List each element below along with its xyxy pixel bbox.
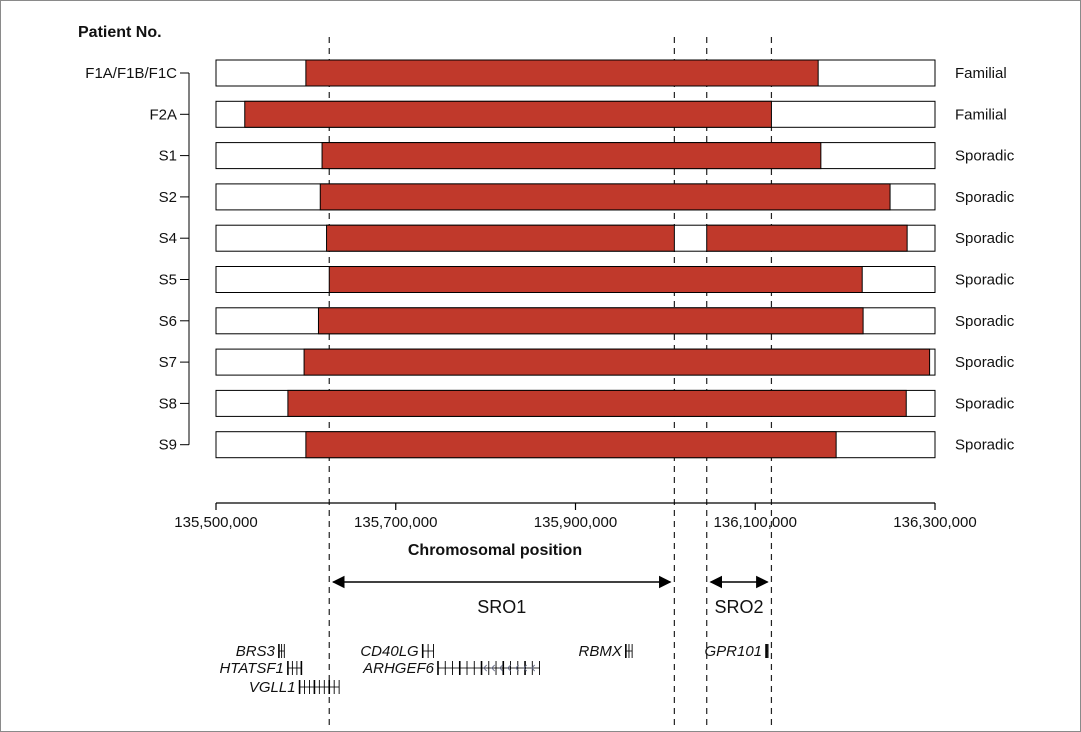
duplication-segment (305, 59, 819, 87)
patient-label: S7 (159, 354, 177, 371)
duplication-segment (305, 431, 837, 459)
duplication-segment (326, 224, 675, 252)
patient-label: F1A/F1B/F1C (85, 65, 177, 82)
patient-row: S4 Sporadic (159, 224, 1015, 252)
gene-label: RBMX (578, 643, 622, 660)
patient-label: S2 (159, 189, 177, 206)
patient-rows: F1A/F1B/F1C Familial F2A Familial S1 Sporadic… (85, 59, 1015, 459)
x-axis-title: Chromosomal position (408, 542, 582, 559)
gene-label: HTATSF1 (219, 660, 283, 677)
sro-label: SRO2 (715, 597, 764, 617)
x-tick-label: 136,300,000 (893, 514, 976, 531)
gene-label: VGLL1 (249, 679, 296, 696)
patient-row: S7 Sporadic (159, 348, 1015, 376)
patient-row: F2A Familial (149, 100, 1007, 128)
gene-label: BRS3 (236, 643, 276, 660)
duplication-segment (328, 266, 863, 293)
patient-row: F1A/F1B/F1C Familial (85, 59, 1007, 87)
sro-boundary-lines (328, 37, 773, 728)
strand-arrow (499, 664, 504, 672)
gene-label: ARHGEF6 (362, 660, 435, 677)
gene: RBMX (578, 643, 633, 660)
inheritance-label: Sporadic (955, 148, 1015, 165)
patient-label: S6 (159, 313, 177, 330)
inheritance-label: Sporadic (955, 230, 1015, 247)
patient-label: S8 (159, 395, 177, 412)
sro-annotations: SRO1 SRO2 (331, 575, 769, 617)
patient-row: S8 Sporadic (159, 389, 1015, 417)
inheritance-label: Sporadic (955, 354, 1015, 371)
strand-arrow (491, 664, 496, 672)
x-tick-label: 135,900,000 (534, 514, 617, 531)
patient-row: S1 Sporadic (159, 142, 1015, 170)
gene: HTATSF1 (219, 660, 303, 677)
duplication-segment (321, 142, 822, 170)
duplication-segment (319, 183, 891, 211)
patient-header: Patient No. (78, 24, 162, 41)
gene-label: CD40LG (360, 643, 419, 660)
inheritance-label: Sporadic (955, 272, 1015, 289)
strand-arrow (523, 664, 528, 672)
sro-label: SRO1 (477, 597, 526, 617)
x-axis: 135,500,000 135,700,000 135,900,000 136,100… (174, 502, 977, 531)
duplication-segment (303, 348, 931, 376)
gene: ARHGEF6 (362, 660, 540, 677)
gene: BRS3 (236, 643, 285, 660)
strand-arrow (531, 664, 536, 672)
x-tick-label: 135,700,000 (354, 514, 437, 531)
gene: GPR101 (704, 643, 769, 660)
patient-row: S2 Sporadic (159, 183, 1015, 211)
strand-arrow (483, 664, 488, 672)
duplication-segment (706, 224, 908, 252)
patient-label: S1 (159, 148, 177, 165)
patient-row: S5 Sporadic (159, 266, 1015, 293)
patient-label: S5 (159, 272, 177, 289)
inheritance-label: Sporadic (955, 437, 1015, 454)
gene: CD40LG (360, 643, 434, 660)
gene-label: GPR101 (704, 643, 762, 660)
duplication-segment (287, 389, 907, 417)
duplication-segment (244, 100, 772, 128)
strand-arrow (507, 664, 512, 672)
patient-row: S9 Sporadic (159, 431, 1015, 459)
x-tick-label: 136,100,000 (714, 514, 797, 531)
patient-label: S4 (159, 230, 177, 247)
inheritance-label: Sporadic (955, 313, 1015, 330)
strand-arrow (515, 664, 520, 672)
gene: VGLL1 (249, 679, 340, 696)
inheritance-label: Familial (955, 65, 1007, 82)
inheritance-label: Sporadic (955, 189, 1015, 206)
duplication-segment (317, 307, 864, 335)
inheritance-label: Familial (955, 106, 1007, 123)
x-tick-label: 135,500,000 (174, 514, 257, 531)
patient-label: F2A (149, 106, 177, 123)
patient-row: S6 Sporadic (159, 307, 1015, 335)
patient-label: S9 (159, 437, 177, 454)
inheritance-label: Sporadic (955, 395, 1015, 412)
